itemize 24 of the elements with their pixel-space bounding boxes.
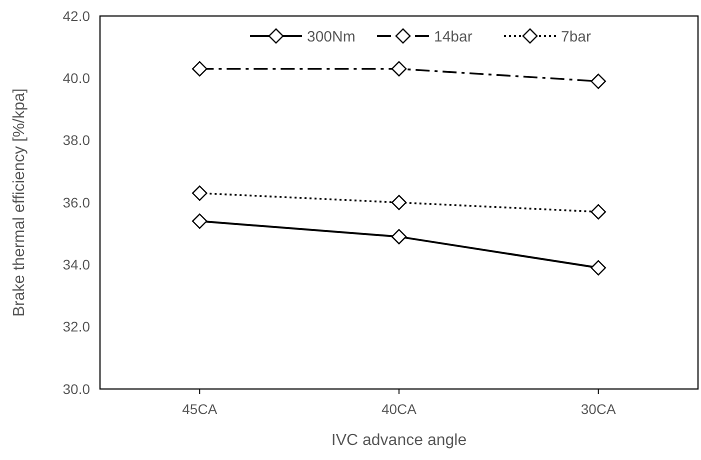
y-tick-label: 30.0 [62, 380, 90, 397]
x-tick-label: 45CA [182, 401, 218, 417]
y-tick-label: 32.0 [62, 318, 90, 335]
x-axis-title: IVC advance angle [331, 432, 467, 449]
point [192, 61, 208, 76]
x-tick-label: 30CA [580, 401, 616, 417]
point [590, 204, 606, 220]
legend-label: 14bar [434, 28, 472, 46]
y-axis-title: Brake thermal efficiency [%/kpa] [11, 88, 28, 317]
x-tick-label: 40CA [381, 401, 418, 417]
point [391, 194, 407, 210]
point [192, 186, 208, 201]
point [391, 61, 407, 76]
point [391, 229, 407, 244]
y-tick-label: 38.0 [62, 132, 90, 148]
legend-label: 7bar [561, 28, 592, 46]
point [192, 214, 208, 229]
point [590, 260, 606, 276]
y-tick-label: 36.0 [62, 194, 90, 210]
y-tick-label: 40.0 [62, 70, 90, 86]
y-tick-label: 34.0 [62, 256, 90, 273]
point [590, 74, 606, 89]
legend-label: 300Nm [307, 28, 356, 46]
y-tick-label: 42.0 [62, 8, 90, 24]
